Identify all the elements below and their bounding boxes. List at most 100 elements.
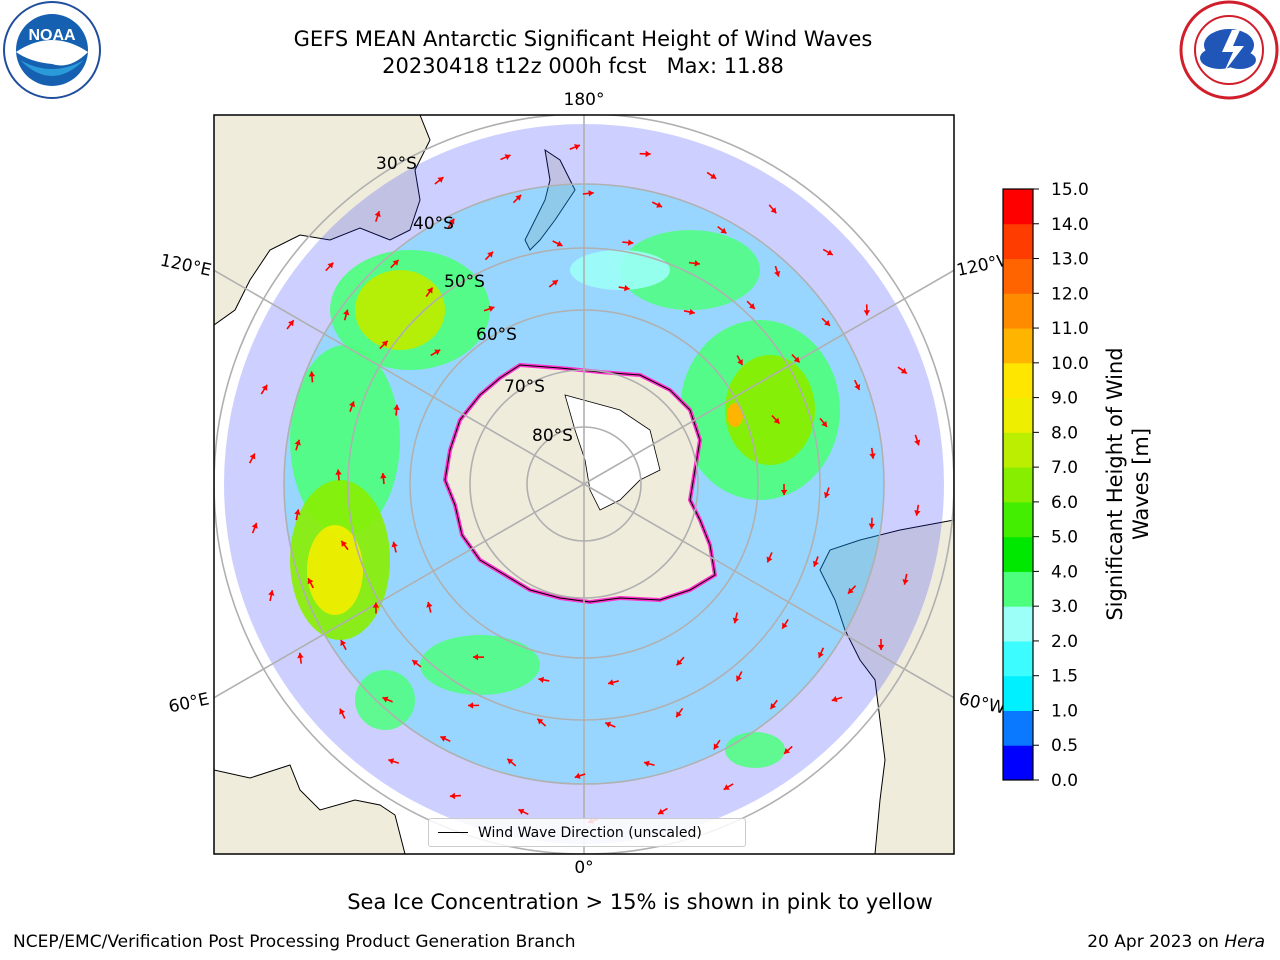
wave-direction-arrowhead [343,309,350,316]
wave-direction-arrowhead [854,384,861,390]
wave-direction-arrowhead [308,371,316,377]
wave-direction-arrowhead [382,696,389,703]
footer-date: 20 Apr 2023 on Hera [1087,932,1265,952]
colorbar-tick-label: 13.0 [1051,250,1089,270]
wave-direction-arrowhead [551,280,558,286]
colorbar-tick-label: 9.0 [1051,389,1078,409]
wind-wave-arrows [248,144,921,824]
colorbar-tick-label: 3.0 [1051,597,1078,617]
colorbar-tick-label: 10.0 [1051,354,1089,374]
wave-direction-arrowhead [770,207,777,214]
colorbar-label-line-2: Waves [m] [1129,427,1153,541]
wave-direction-arrowhead [784,747,790,754]
wave-direction-arrowhead [723,784,730,790]
wave-direction-arrowhead [824,319,831,326]
antarctica-coastline [444,364,716,603]
wave-direction-arrowhead [392,259,399,266]
title-line-2: 20230418 t12z 000h fcst Max: 11.88 [382,54,784,78]
wave-direction-arrowhead [902,579,909,585]
colorbar-segment [1003,189,1033,225]
colorbar-segment [1003,710,1033,746]
wave-direction-arrowhead [713,743,720,750]
wave-direction-arrowhead [773,417,780,424]
colorbar-segment [1003,397,1033,433]
wave-direction-arrowhead [863,310,871,316]
wave-direction-arrowhead [914,510,921,516]
colorbar-frame [1002,188,1034,781]
wave-direction-arrowhead [294,509,301,515]
lat-label-80s: 80°S [532,426,573,446]
wave-direction-arrowhead [914,439,921,446]
wave-direction-arrowhead [732,617,739,624]
colorbar-segment [1003,675,1033,711]
wave-direction-arrowhead [341,540,347,547]
lon-label-60w: 60°W [957,689,1007,718]
wave-direction-arrowhead [766,556,773,563]
wave-direction-arrowhead [426,287,433,294]
noaa-logo-text: NOAA [28,27,76,44]
wave-direction-arrowhead [440,735,447,742]
wave-direction-arrowhead [307,578,314,585]
wave-direction-arrowhead [624,284,630,292]
colorbar-segment [1003,328,1033,364]
colorbar-segment [1003,432,1033,468]
wave-direction-arrowhead [694,260,700,267]
wave-direction-arrowhead [574,772,581,779]
wave-direction-arrowhead [645,150,651,158]
wave-direction-arrowhead [574,144,580,151]
wave-direction-arrowhead [643,760,650,767]
colorbar-segment [1003,223,1033,260]
wave-direction-arrowhead [426,601,433,608]
colorbar-segment [1003,606,1033,642]
colorbar-tick-label: 2.0 [1051,632,1078,652]
wave-direction-arrowhead [749,303,755,309]
wave-direction-arrowhead [393,404,400,410]
lon-label-180: 180° [564,90,605,110]
graticule [214,115,954,854]
sea-ice-note: Sea Ice Concentration > 15% is shown in … [347,890,933,914]
wave-direction-arrowhead [468,702,474,709]
colorbar-tick-label: 12.0 [1051,284,1089,304]
wave-direction-arrowhead [831,696,838,703]
lat-label-70s: 70°S [504,377,545,397]
colorbar-tick-label: 14.0 [1051,215,1089,235]
map-legend: Wind Wave Direction (unscaled) [428,818,746,847]
colorbar-segment [1003,258,1033,294]
wave-direction-arrowhead [518,808,525,815]
wave-direction-arrowhead [658,808,665,815]
africa-land [214,764,406,854]
wave-direction-arrowhead [793,356,800,363]
colorbar-tick-label: 4.0 [1051,562,1078,582]
wave-direction-arrowhead [448,218,455,225]
wave-direction-arrowhead [261,384,268,391]
wave-direction-arrowhead [736,675,742,682]
wave-direction-arrowhead [507,758,514,765]
wave-direction-arrowhead [249,453,256,460]
wave-direction-arrowhead [380,473,387,479]
colorbar-segment [1003,640,1033,677]
wave-direction-arrowhead [412,660,419,666]
footer-credit: NCEP/EMC/Verification Post Processing Pr… [13,932,576,952]
legend-label: Wind Wave Direction (unscaled) [478,824,702,841]
colorbar-segment [1003,362,1033,399]
wave-direction-arrowhead [877,644,885,651]
wave-direction-arrowhead [869,453,876,459]
wave-direction-arrowhead [251,522,258,529]
wave-direction-arrowhead [608,679,614,686]
lon-label-0: 0° [574,858,593,878]
colorbar-label-line-1: Significant Height of Wind [1103,347,1127,621]
wave-direction-arrowhead [627,239,634,246]
wave-direction-arrowhead [821,420,828,427]
wave-direction-arrowhead [782,622,788,629]
wave-direction-arrowhead [340,639,347,646]
lat-label-40s: 40°S [413,214,454,234]
wave-direction-arrowhead [297,652,304,659]
colorbar-segment [1003,745,1033,781]
colorbar-tick-label: 0.5 [1051,736,1078,756]
colorbar-segment [1003,571,1033,607]
colorbar-segment [1003,293,1033,329]
wave-direction-arrowhead [294,439,301,446]
wave-direction-arrowhead [339,708,346,715]
wave-direction-arrowhead [538,676,545,684]
wave-direction-arrowhead [556,240,563,247]
